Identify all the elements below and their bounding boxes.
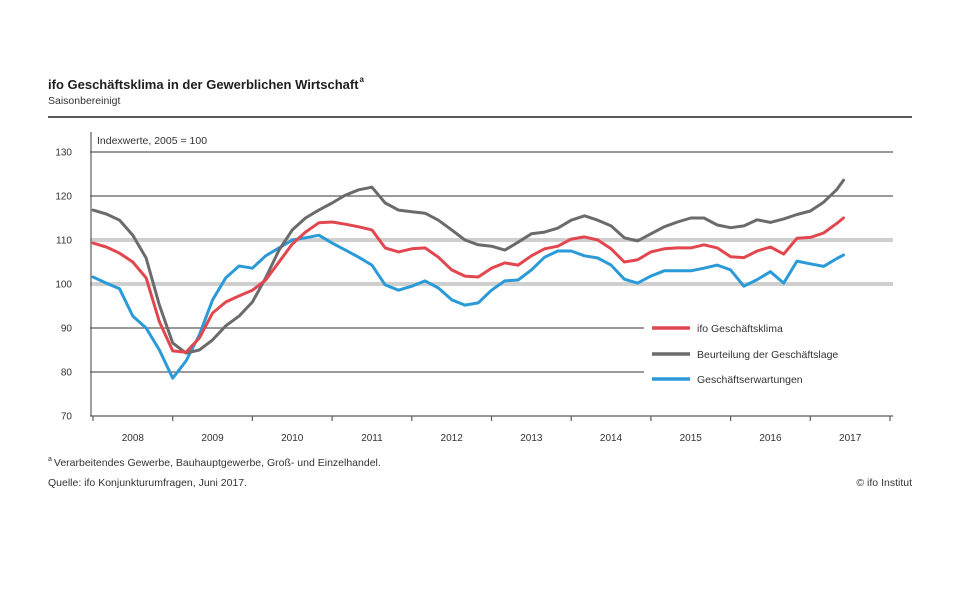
x-tick-label: 2011 bbox=[361, 433, 383, 444]
y-axis-unit-label: Indexwerte, 2005 = 100 bbox=[97, 135, 207, 147]
header-rule bbox=[48, 116, 912, 118]
x-tick-label: 2017 bbox=[839, 433, 862, 444]
chart-subtitle: Saisonbereinigt bbox=[48, 95, 121, 107]
chart-title-text: ifo Geschäftsklima in der Gewerblichen W… bbox=[48, 77, 359, 92]
y-tick-label: 100 bbox=[55, 280, 72, 291]
x-tick-label: 2015 bbox=[680, 433, 703, 444]
footnote-marker: a bbox=[48, 456, 52, 463]
x-tick-label: 2014 bbox=[600, 433, 623, 444]
x-tick-label: 2010 bbox=[281, 433, 304, 444]
y-tick-label: 130 bbox=[55, 148, 72, 159]
y-tick-label: 110 bbox=[56, 236, 72, 247]
y-tick-label: 70 bbox=[61, 412, 73, 423]
series-layer bbox=[91, 178, 845, 380]
x-tick-label: 2012 bbox=[441, 433, 464, 444]
legend-label-geschaeftsklima: ifo Geschäftsklima bbox=[697, 323, 783, 335]
footnote-text: Verarbeitendes Gewerbe, Bauhauptgewerbe,… bbox=[53, 457, 381, 469]
x-tick-label: 2016 bbox=[759, 433, 782, 444]
x-tick-label: 2009 bbox=[201, 433, 224, 444]
y-tick-label: 80 bbox=[61, 368, 73, 379]
source-note: Quelle: ifo Konjunkturumfragen, Juni 201… bbox=[48, 477, 248, 489]
x-tick-label: 2008 bbox=[122, 433, 145, 444]
title-footnote-marker: a bbox=[359, 75, 364, 84]
legend-label-geschaeftserwartungen: Geschäftserwartungen bbox=[697, 374, 803, 386]
copyright-note: © ifo Institut bbox=[856, 477, 912, 489]
legend-label-geschaeftslage: Beurteilung der Geschäftslage bbox=[697, 349, 838, 361]
x-tick-label: 2013 bbox=[520, 433, 543, 444]
chart-title: ifo Geschäftsklima in der Gewerblichen W… bbox=[48, 75, 364, 92]
footnote: a Verarbeitendes Gewerbe, Bauhauptgewerbe… bbox=[48, 456, 381, 469]
series-line-geschaeftsklima bbox=[91, 216, 845, 354]
series-line-geschaeftserwartungen bbox=[91, 233, 845, 380]
axis-layer: 130 120 110 100 90 80 70 2008 2009 2010 2011 2012 20… bbox=[55, 132, 891, 444]
legend: ifo Geschäftsklima Beurteilung der Gesch… bbox=[644, 316, 894, 392]
y-tick-label: 120 bbox=[55, 192, 72, 203]
y-tick-label: 90 bbox=[61, 324, 73, 335]
series-line-geschaeftslage bbox=[91, 178, 845, 355]
